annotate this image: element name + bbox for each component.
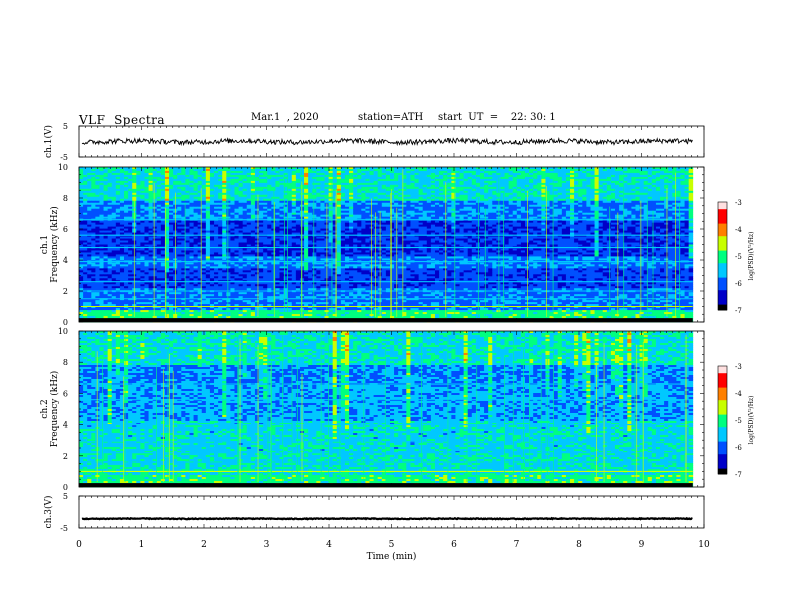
chart-canvas: -3-4-5-6-7log(PSD)(V²/Hz)-3-4-5-6-7log(P… [0, 0, 792, 612]
ch1-spectrogram-image [79, 167, 693, 322]
vlf-spectra-figure: VLF Spectra Mar.1 , 2020 station=ATH sta… [0, 0, 792, 612]
